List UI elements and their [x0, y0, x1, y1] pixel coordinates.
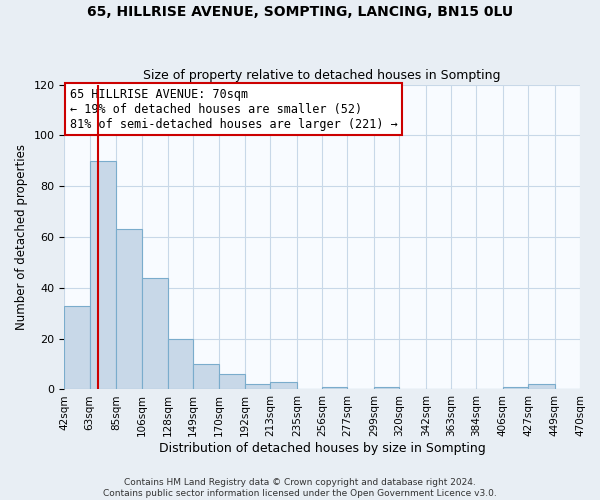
Text: Contains HM Land Registry data © Crown copyright and database right 2024.
Contai: Contains HM Land Registry data © Crown c… — [103, 478, 497, 498]
Bar — [503, 387, 528, 390]
Text: 65 HILLRISE AVENUE: 70sqm
← 19% of detached houses are smaller (52)
81% of semi-: 65 HILLRISE AVENUE: 70sqm ← 19% of detac… — [70, 88, 397, 130]
Bar — [90, 161, 116, 390]
Bar — [168, 338, 193, 390]
Bar — [218, 374, 245, 390]
Bar — [64, 306, 90, 390]
Text: 65, HILLRISE AVENUE, SOMPTING, LANCING, BN15 0LU: 65, HILLRISE AVENUE, SOMPTING, LANCING, … — [87, 5, 513, 19]
Bar — [116, 230, 142, 390]
Bar — [271, 382, 297, 390]
Title: Size of property relative to detached houses in Sompting: Size of property relative to detached ho… — [143, 69, 501, 82]
Bar — [142, 278, 168, 390]
Y-axis label: Number of detached properties: Number of detached properties — [15, 144, 28, 330]
Bar — [374, 387, 400, 390]
Bar — [322, 387, 347, 390]
Bar — [245, 384, 271, 390]
Bar — [528, 384, 555, 390]
Bar — [193, 364, 218, 390]
X-axis label: Distribution of detached houses by size in Sompting: Distribution of detached houses by size … — [159, 442, 485, 455]
